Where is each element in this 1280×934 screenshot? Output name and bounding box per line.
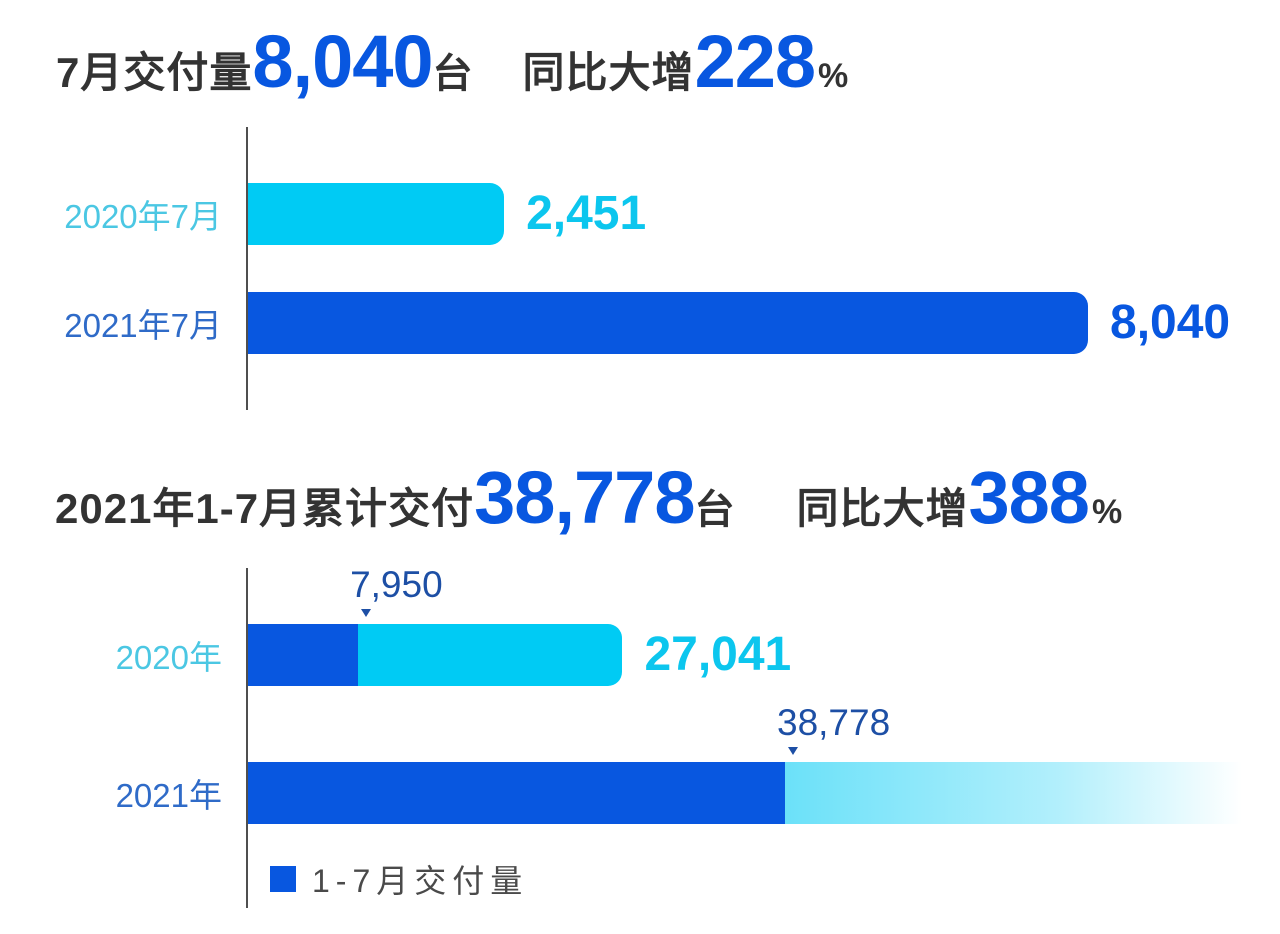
bar-2020-rest-of-year-segment [358, 624, 623, 686]
plot-area: 7,950 27,041 [248, 565, 791, 686]
legend-label: 1-7月交付量 [312, 863, 529, 899]
bar-2021-07 [248, 292, 1088, 354]
monthly-title: 7月交付量 8,040 台 同比大增 228 % [56, 25, 848, 99]
bar-2020-07 [248, 183, 505, 245]
value-label-2021-07: 8,040 [1110, 296, 1231, 349]
cumulative-title-pct-sign: % [1091, 493, 1123, 531]
annotation-2020-jan-jul: 7,950 [350, 565, 443, 617]
category-label-2020-07: 2020年7月 [64, 198, 222, 235]
y-axis-line [246, 127, 248, 410]
value-label-2020-07: 2,451 [526, 187, 647, 240]
bar-2021-gradient-tail [785, 762, 1280, 824]
legend: 1-7月交付量 [270, 856, 528, 902]
category-label-2020: 2020年 [115, 639, 222, 676]
plot-area: 38,778 [248, 703, 1280, 824]
value-label-2020-total: 27,041 [644, 628, 792, 681]
y-axis-line [246, 568, 248, 908]
cumulative-title-yoy-pct: 388 [968, 456, 1090, 539]
bar-row-2021: 2021年 38,778 [0, 703, 1280, 824]
cumulative-title: 2021年1-7月累计交付 38,778 台 同比大增 388 % [55, 461, 1122, 535]
annotation-2021-jan-jul: 38,778 [777, 703, 890, 755]
category-label-2021: 2021年 [115, 777, 222, 814]
category-label-2021-07: 2021年7月 [64, 307, 222, 344]
bar-2021-jan-jul-segment [248, 762, 785, 824]
monthly-delivery-chart: 2020年7月 2,451 2021年7月 8,040 [0, 127, 1280, 410]
cumulative-title-unit: 台 [694, 488, 735, 532]
legend-swatch-blue [270, 866, 296, 892]
cumulative-title-prefix: 2021年1-7月累计交付 [55, 485, 475, 532]
bar-row-2020-07: 2020年7月 2,451 [0, 183, 1280, 245]
plot-area: 8,040 [248, 292, 1230, 354]
monthly-title-unit: 台 [432, 52, 473, 96]
bar-row-2021-07: 2021年7月 8,040 [0, 292, 1280, 354]
down-arrow-icon [788, 747, 798, 755]
down-arrow-icon [361, 609, 372, 617]
cumulative-title-yoy-text: 同比大增 [796, 485, 969, 532]
bar-row-2020: 2020年 7,950 27,041 [0, 565, 1280, 686]
annotation-2020-value: 7,950 [350, 564, 443, 606]
plot-area: 2,451 [248, 183, 1088, 245]
monthly-title-value: 8,040 [252, 20, 433, 103]
annotation-2021-value: 38,778 [777, 702, 891, 744]
monthly-title-yoy-pct: 228 [694, 20, 816, 103]
monthly-title-prefix: 7月交付量 [56, 49, 253, 96]
bar-2020-jan-jul-segment [248, 624, 359, 686]
cumulative-title-value: 38,778 [474, 456, 695, 539]
cumulative-delivery-chart: 2020年 7,950 27,041 2021年 38,778 [0, 565, 1280, 908]
monthly-title-yoy-text: 同比大增 [522, 49, 695, 96]
monthly-title-pct-sign: % [818, 57, 849, 95]
